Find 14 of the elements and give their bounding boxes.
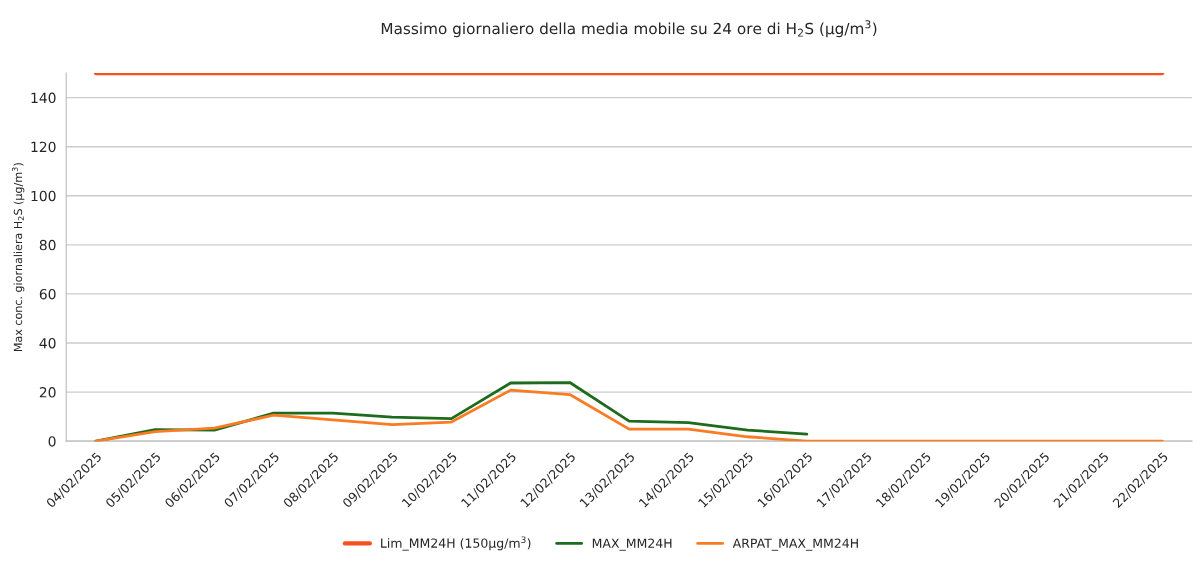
y-axis-title: Max conc. giornaliera H$_{2}$S (µg/m$^{3}$)	[11, 163, 25, 352]
legend-label: ARPAT_MAX_MM24H	[732, 538, 858, 551]
y-tick-label: 120	[31, 141, 56, 153]
y-tick-label: 40	[39, 337, 56, 349]
chart-title: Massimo giornaliero della media mobile su 24 ore di H$_{2}$S (µg/m$^{3}$)	[381, 20, 877, 38]
y-tick-label: 0	[48, 436, 56, 447]
y-tick-label: 20	[39, 387, 56, 398]
y-tick-label: 80	[39, 239, 56, 251]
y-tick-label: 140	[31, 92, 56, 104]
y-tick-label: 60	[39, 288, 56, 300]
line-series	[94, 388, 1164, 442]
legend-label: MAX_MM24H	[592, 538, 672, 551]
legend-label: Lim_MM24H (150µg/m$^{3}$)	[381, 536, 531, 551]
y-tick-label: 100	[31, 190, 56, 202]
